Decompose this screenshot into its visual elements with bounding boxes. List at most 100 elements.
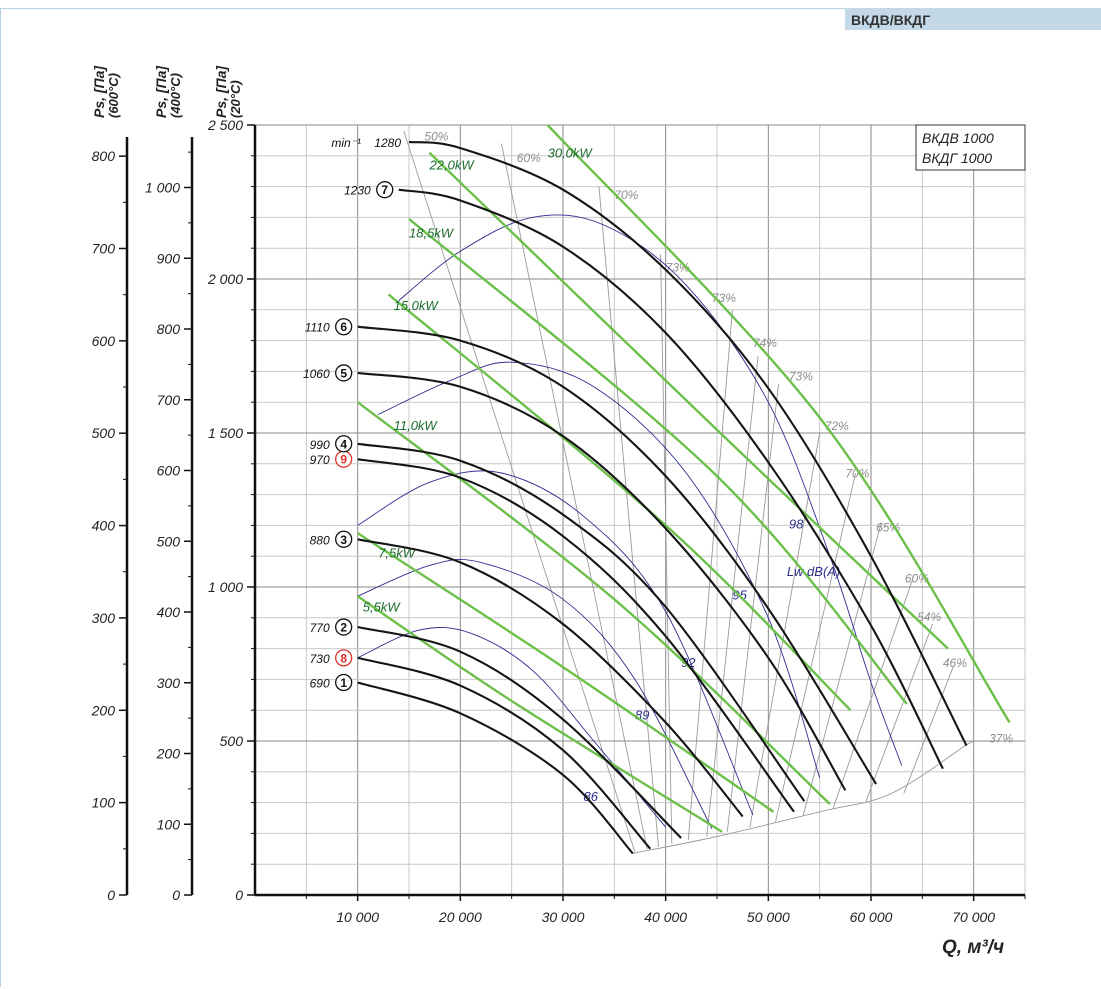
- speed-curve: [398, 188, 944, 770]
- y20-tick-label: 2 000: [207, 271, 243, 287]
- speed-marker-number: 5: [340, 366, 347, 380]
- y-axis-label-400: Ps, [Па]: [153, 65, 169, 118]
- y20-tick-label: 2 500: [207, 117, 243, 133]
- speed-marker-circle: [335, 435, 353, 453]
- speed-marker-number: 3: [340, 533, 347, 547]
- power-label: 5,5kW: [363, 600, 402, 615]
- speed-marker-circle: [335, 364, 353, 382]
- y400-tick-label: 100: [157, 816, 181, 832]
- efficiency-ray: [749, 432, 821, 828]
- x-tick-label: 50 000: [747, 909, 790, 925]
- speed-curve: [357, 442, 806, 802]
- speed-curve: [357, 656, 652, 850]
- efficiency-ray: [660, 254, 673, 844]
- y400-tick-label: 300: [157, 675, 181, 691]
- page-frame: [0, 8, 1099, 987]
- y20-tick-label: 0: [235, 887, 243, 903]
- efficiency-ray: [598, 186, 659, 847]
- y400-tick-label: 0: [172, 887, 180, 903]
- power-line: [357, 595, 723, 833]
- efficiency-label: 60%: [517, 151, 541, 165]
- speed-rpm-label: 1110: [305, 321, 330, 335]
- chart-title-line-2: ВКДГ 1000: [922, 150, 992, 166]
- y600-tick-label: 100: [92, 795, 116, 811]
- power-label: 22,0kW: [429, 158, 476, 173]
- noise-unit-label: Lw dB(A): [787, 564, 840, 579]
- efficiency-label: 72%: [825, 419, 849, 433]
- power-line: [357, 532, 775, 813]
- speed-curve: [357, 458, 795, 813]
- speed-marker-number: 6: [340, 320, 347, 334]
- efficiency-ray: [726, 383, 780, 832]
- y-axis-condition-400: (400°C): [168, 73, 183, 118]
- y600-tick-label: 300: [92, 610, 116, 626]
- speed-marker-circle: [335, 673, 353, 692]
- axes: 10 000 20 000 30 000 40 000 50 000 60 000 70 0…: [91, 117, 1026, 925]
- noise-curve: [398, 214, 903, 766]
- y400-tick-label: 500: [157, 533, 181, 549]
- efficiency-ray: [966, 740, 974, 746]
- title-box: [915, 124, 1026, 171]
- speed-marker-circle: [335, 618, 353, 636]
- plot-area: [255, 125, 1025, 895]
- y600-tick-label: 0: [107, 887, 115, 903]
- speed-curves: [357, 140, 968, 855]
- noise-value-label: 98: [789, 516, 804, 531]
- power-line: [356, 401, 831, 805]
- x-tick-label: 60 000: [850, 909, 893, 925]
- noise-curve: [357, 627, 667, 828]
- speed-curve: [357, 371, 847, 791]
- efficiency-label: 70%: [614, 188, 638, 202]
- efficiency-ray: [687, 309, 733, 841]
- power-label: 15,0kW: [394, 298, 440, 313]
- speed-rpm-label: 730: [310, 652, 330, 666]
- speed-rpm-label: 970: [310, 453, 330, 467]
- speed-curve: [357, 625, 682, 839]
- system-curve-bottom: [632, 744, 967, 854]
- x-tick-label: 70 000: [952, 909, 995, 925]
- speed-marker-number: 2: [340, 621, 347, 635]
- y600-tick-label: 500: [92, 425, 116, 441]
- efficiency-ray: [500, 143, 648, 850]
- series-badge: ВКДВ/ВКДГ: [845, 8, 1101, 30]
- y600-tick-label: 600: [92, 333, 116, 349]
- efficiency-label: 37%: [989, 732, 1013, 746]
- x-axis-label: Q, м³/ч: [942, 937, 1004, 958]
- speed-marker-number: 9: [340, 453, 347, 467]
- power-label: 18,5kW: [409, 225, 455, 240]
- efficiency-label: 50%: [424, 129, 448, 143]
- x-tick-label: 30 000: [542, 909, 585, 925]
- power-label: 7,5kW: [378, 546, 417, 561]
- y-axis-label-20: Ps, [Па]: [213, 65, 229, 118]
- efficiency-label: 46%: [943, 656, 967, 670]
- speed-rpm-label: 690: [310, 676, 330, 690]
- y400-tick-label: 900: [157, 250, 181, 266]
- chart-labels: 1 690 8 730 2 770 3 880 9 970 4 990 5 1060 6 1110 7 1230 1…: [303, 136, 401, 692]
- speed-curve: [357, 681, 634, 855]
- speed-unit-label: min⁻¹: [331, 136, 361, 150]
- efficiency-ray: [903, 666, 954, 794]
- y20-tick-label: 1 000: [208, 579, 243, 595]
- speed-marker-circle: [335, 530, 353, 548]
- power-line: [408, 217, 908, 705]
- speed-rpm-label: 770: [310, 621, 330, 635]
- speed-marker-number: 8: [340, 651, 347, 665]
- speed-curve: [357, 325, 877, 785]
- y-axis-condition-20: (20°C): [228, 80, 243, 118]
- y600-tick-label: 700: [92, 240, 116, 256]
- y400-tick-label: 700: [157, 392, 181, 408]
- speed-rpm-label: 1060: [303, 367, 330, 381]
- y-axis-condition-600: (600°C): [106, 73, 121, 118]
- y600-tick-label: 800: [92, 148, 116, 164]
- y-axis-label-600: Ps, [Па]: [91, 65, 107, 118]
- y400-tick-label: 600: [157, 463, 181, 479]
- x-tick-label: 40 000: [644, 909, 687, 925]
- speed-marker-number: 4: [340, 437, 347, 451]
- chart-title-line-1: ВКДВ 1000: [922, 130, 994, 146]
- x-tick-label: 20 000: [438, 909, 482, 925]
- efficiency-label: 73%: [789, 370, 813, 384]
- speed-curve: [408, 140, 968, 747]
- y400-tick-label: 1 000: [145, 180, 180, 196]
- power-label: 30,0kW: [548, 145, 594, 160]
